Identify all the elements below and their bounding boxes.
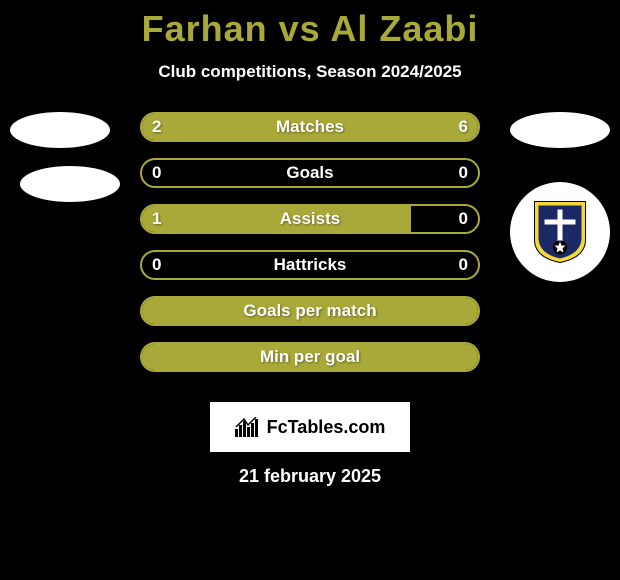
stat-value-right: 6 — [459, 117, 468, 137]
stat-value-right: 0 — [459, 209, 468, 229]
club-crest-icon — [533, 200, 588, 265]
stat-label: Min per goal — [142, 347, 478, 367]
stat-label: Goals — [142, 163, 478, 183]
player2-club-crest — [510, 182, 610, 282]
stat-row: 2Matches6 — [140, 112, 480, 142]
player1-avatar-placeholder — [10, 112, 110, 148]
stat-row: 0Goals0 — [140, 158, 480, 188]
stat-label: Hattricks — [142, 255, 478, 275]
stat-label: Goals per match — [142, 301, 478, 321]
fctables-logo-icon — [235, 417, 261, 437]
player1-club-placeholder — [20, 166, 120, 202]
stat-bars: 2Matches60Goals01Assists00Hattricks0Goal… — [140, 112, 480, 388]
comparison-chart: 2Matches60Goals01Assists00Hattricks0Goal… — [0, 112, 620, 392]
stat-row: 0Hattricks0 — [140, 250, 480, 280]
stat-row: Min per goal — [140, 342, 480, 372]
player2-avatar-placeholder — [510, 112, 610, 148]
stat-label: Assists — [142, 209, 478, 229]
stat-row: 1Assists0 — [140, 204, 480, 234]
stat-value-right: 0 — [459, 163, 468, 183]
stat-label: Matches — [142, 117, 478, 137]
stat-value-right: 0 — [459, 255, 468, 275]
subtitle: Club competitions, Season 2024/2025 — [0, 62, 620, 82]
page-title: Farhan vs Al Zaabi — [0, 0, 620, 50]
branding-text: FcTables.com — [267, 417, 386, 438]
branding-badge: FcTables.com — [210, 402, 410, 452]
stat-row: Goals per match — [140, 296, 480, 326]
date-label: 21 february 2025 — [0, 466, 620, 487]
